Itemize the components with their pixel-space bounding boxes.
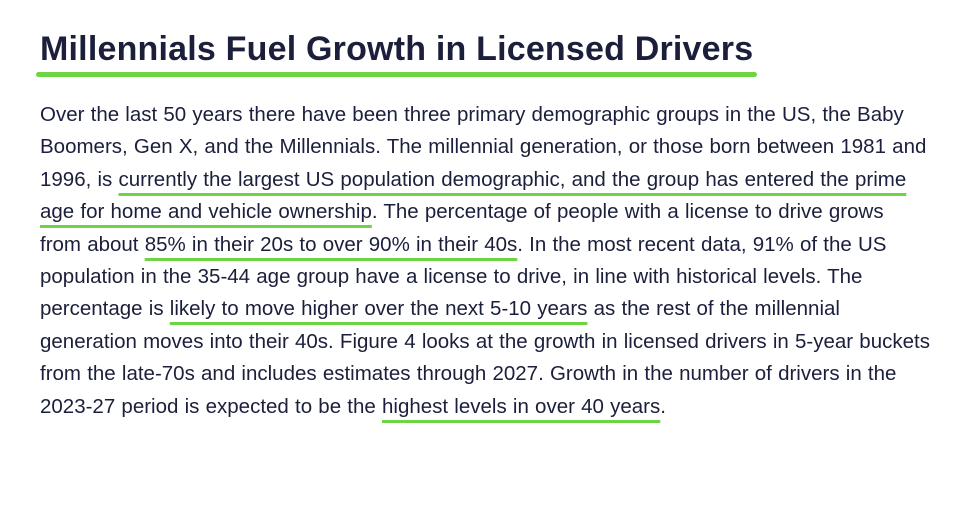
text-segment: Over the last 50 years there have been t…: [40, 103, 927, 191]
highlighted-phrase-largest-demographic: currently the largest US population demo…: [40, 167, 907, 224]
text-segment: . In the most recent data, 91% of the US…: [40, 232, 887, 321]
highlighted-phrase-highest-levels: highest levels in over 40 years: [382, 394, 661, 418]
heading-block: Millennials Fuel Growth in Licensed Driv…: [36, 26, 758, 77]
highlighted-phrase-move-higher: likely to move higher over the next 5-10…: [169, 297, 588, 321]
page-title: Millennials Fuel Growth in Licensed Driv…: [40, 30, 754, 68]
title-underline: [36, 72, 758, 77]
text-segment: . The percentage of people with a licens…: [40, 200, 884, 256]
highlighted-phrase-license-percentages: 85% in their 20s to over 90% in their 40…: [144, 232, 518, 256]
body-paragraph: Over the last 50 years there have been t…: [40, 99, 930, 423]
text-segment: .: [660, 394, 666, 418]
text-segment: as the rest of the millennial generation…: [40, 297, 930, 418]
